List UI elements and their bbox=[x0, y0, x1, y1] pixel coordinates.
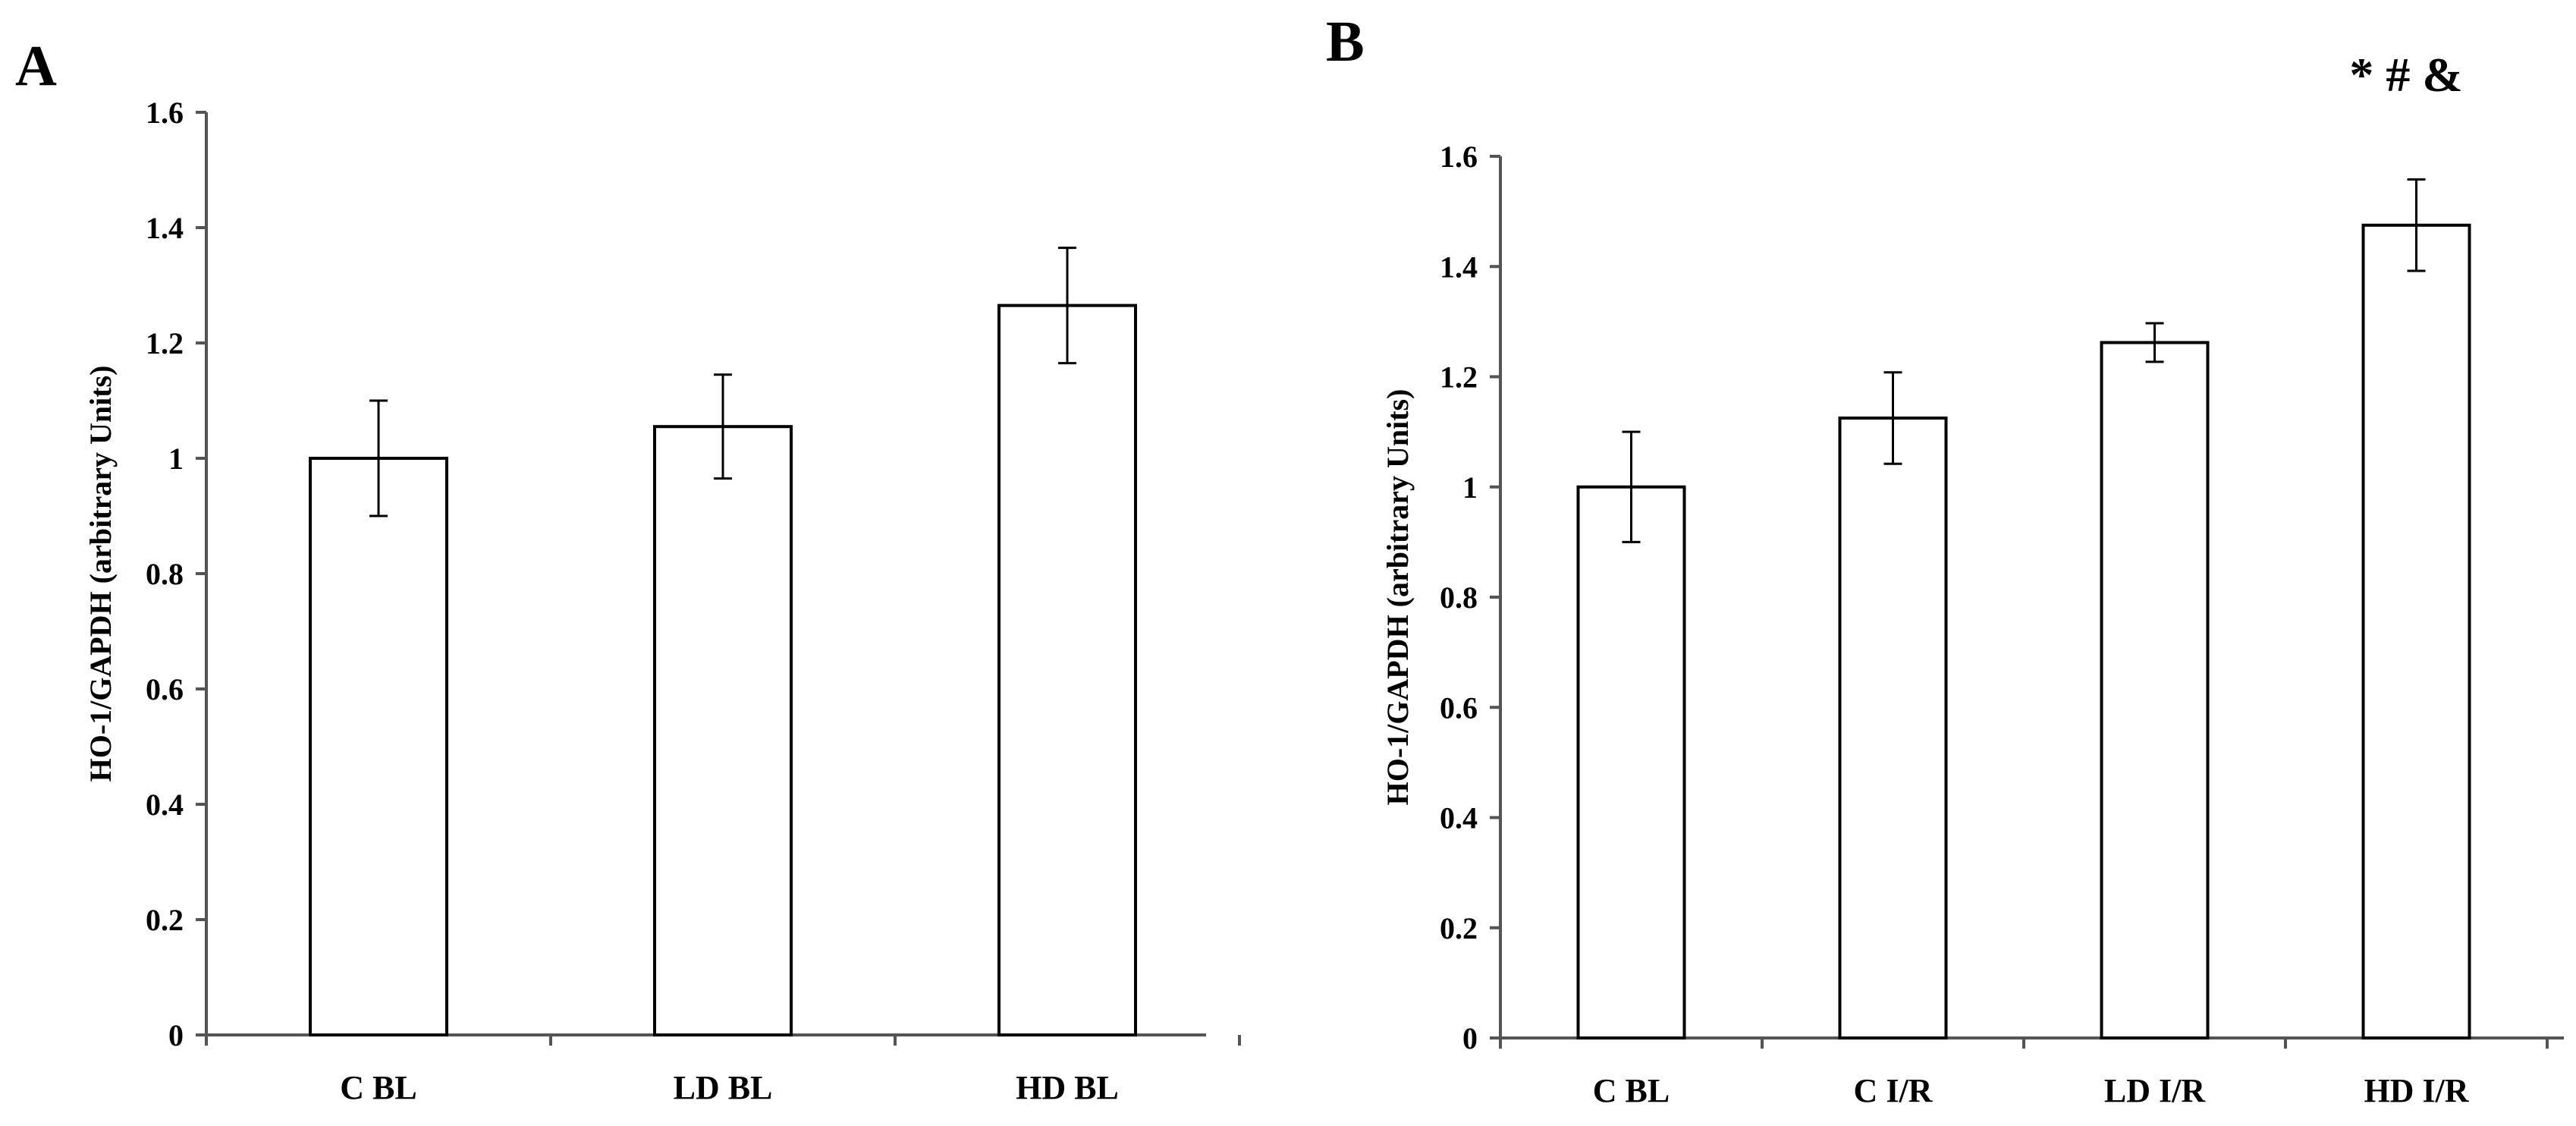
significance-annotation: * # & bbox=[2349, 48, 2462, 102]
bar bbox=[1576, 485, 1686, 1040]
y-tick-label: 0.4 bbox=[1440, 801, 1478, 835]
y-tick-label: 0.6 bbox=[146, 672, 184, 706]
x-category-label: C BL bbox=[1593, 1072, 1670, 1109]
x-category-label: HD BL bbox=[1016, 1069, 1119, 1106]
y-axis-label: HO-1/GAPDH (arbitrary Units) bbox=[1381, 389, 1415, 806]
y-tick-label: 0.6 bbox=[1440, 690, 1478, 725]
y-tick-label: 0.8 bbox=[1440, 580, 1478, 615]
bar bbox=[309, 457, 448, 1036]
y-tick-label: 1.4 bbox=[146, 211, 184, 245]
panel-letter: B bbox=[1326, 10, 1365, 74]
x-category-label: LD BL bbox=[674, 1069, 773, 1106]
y-tick-label: 1.6 bbox=[146, 96, 184, 130]
chart-panel-a: A 0 0.2 0.4 0.6 0.8 1 1.2 1.4 1.6 C BL LD BL HD BL HO… bbox=[15, 34, 1241, 1106]
bar bbox=[2100, 341, 2210, 1040]
x-category-label: C I/R bbox=[1854, 1072, 1934, 1109]
y-tick-label: 1.2 bbox=[146, 326, 184, 360]
y-tick-label: 1.6 bbox=[1440, 140, 1478, 174]
y-tick-label: 0.8 bbox=[146, 557, 184, 591]
y-axis-label: HO-1/GAPDH (arbitrary Units) bbox=[83, 366, 118, 782]
x-category-label: HD I/R bbox=[2364, 1072, 2469, 1109]
y-tick-label: 0 bbox=[168, 1018, 184, 1052]
bar bbox=[2361, 223, 2471, 1040]
x-category-label: C BL bbox=[340, 1069, 416, 1106]
y-tick-label: 0.4 bbox=[146, 788, 184, 822]
bar bbox=[1838, 416, 1948, 1040]
panel-letter: A bbox=[15, 34, 57, 98]
y-tick-label: 1 bbox=[1462, 470, 1478, 505]
y-tick-label: 1.4 bbox=[1440, 250, 1478, 284]
y-tick-label: 1 bbox=[168, 442, 184, 476]
chart-panel-b: B 0 0.2 0.4 0.6 0.8 1 1.2 1.4 1.6 C BL C I/R LD I/R H… bbox=[1326, 10, 2564, 1109]
y-tick-label: 1.2 bbox=[1440, 360, 1478, 395]
y-tick-label: 0.2 bbox=[146, 903, 184, 937]
x-category-label: LD I/R bbox=[2104, 1072, 2206, 1109]
y-tick-label: 0.2 bbox=[1440, 911, 1478, 945]
bar bbox=[997, 304, 1137, 1037]
bar bbox=[653, 425, 793, 1036]
y-tick-label: 0 bbox=[1462, 1021, 1478, 1055]
